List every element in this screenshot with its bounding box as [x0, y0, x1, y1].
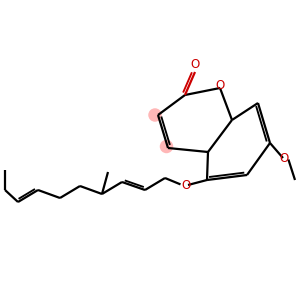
Text: O: O: [215, 79, 225, 92]
Text: O: O: [279, 152, 289, 164]
Ellipse shape: [148, 108, 162, 122]
Text: O: O: [182, 179, 191, 192]
Ellipse shape: [160, 140, 173, 153]
Text: O: O: [190, 58, 200, 70]
